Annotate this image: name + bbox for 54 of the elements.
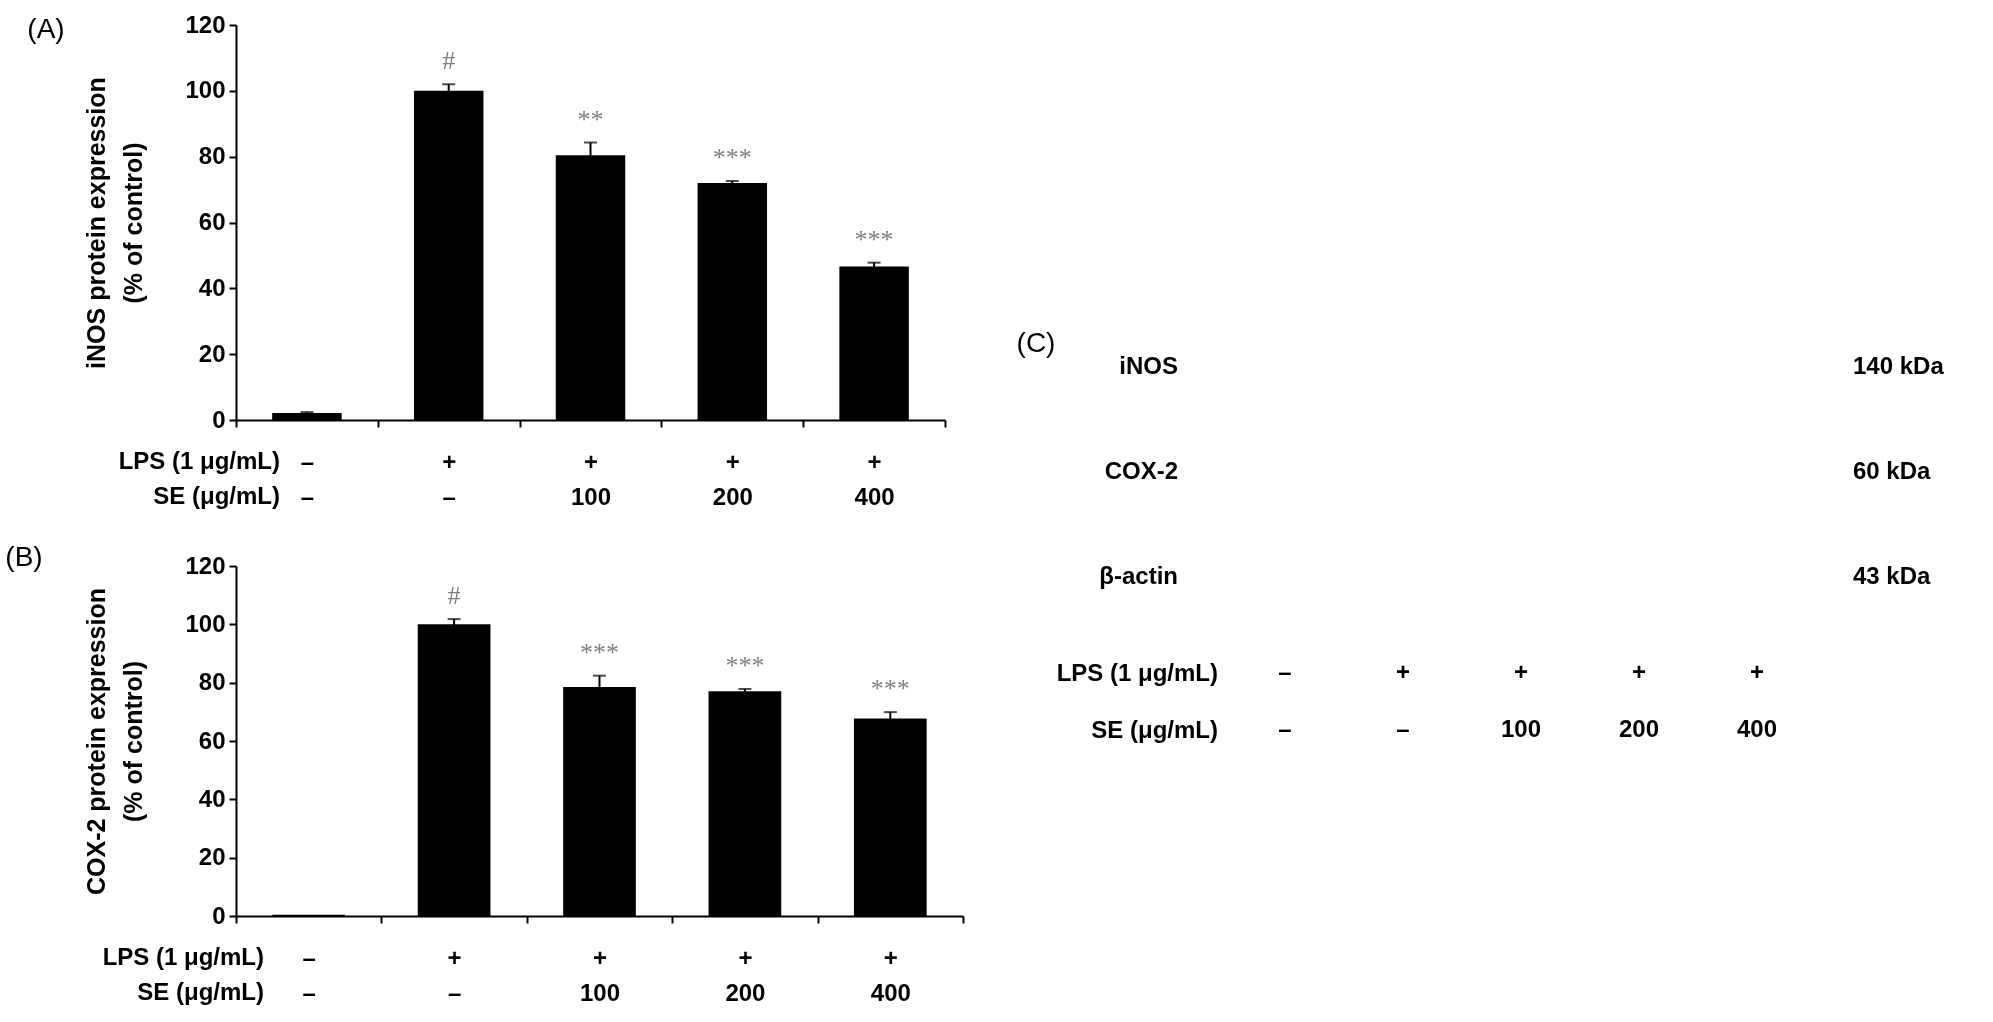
- text: (C): [1016, 327, 1056, 358]
- x-tick-label: – –: [302, 943, 316, 1006]
- x-tick-label: + 200: [725, 943, 766, 1006]
- x-tick-label: + –: [442, 447, 457, 510]
- category-label: 60 kDa: [1853, 456, 1931, 484]
- y-tick-label: 60: [198, 208, 226, 235]
- y-tick-label: 100: [185, 76, 226, 104]
- text: LPS (1 μg/mL): [102, 943, 264, 970]
- y-tick-label: 0: [212, 901, 226, 929]
- annotation: ***: [580, 637, 619, 667]
- y-tick-label: 80: [198, 142, 226, 170]
- y-tick-label: 20: [198, 843, 226, 871]
- y-tick-label: 120: [185, 551, 226, 579]
- text: LPS (1 μg/mL): [118, 447, 280, 474]
- y-tick-label: 100: [185, 609, 226, 637]
- annotation: **: [577, 104, 604, 134]
- annotation: ***: [870, 674, 910, 704]
- y-tick-label: 40: [198, 273, 226, 301]
- annotation: #: [447, 581, 461, 611]
- category-label: – –: [1278, 658, 1292, 742]
- category-label: 43 kDa: [1853, 561, 1931, 589]
- category-label: β-actin: [1099, 561, 1178, 589]
- x-tick-label: + 400: [854, 447, 895, 510]
- x-tick-label: + 100: [579, 943, 621, 1006]
- y-tick-label: 80: [198, 668, 226, 696]
- chart-title: (A): [27, 13, 65, 44]
- category-label: + 200: [1618, 658, 1660, 742]
- category-label: + 100: [1500, 658, 1542, 742]
- category-label: + –: [1395, 658, 1411, 742]
- y-tick-label: 40: [198, 784, 226, 812]
- x-tick-label: + 100: [570, 447, 612, 510]
- category-label: iNOS: [1119, 351, 1178, 379]
- annotation: #: [442, 46, 456, 76]
- category-label: 140 kDa: [1853, 351, 1944, 379]
- annotation: ***: [712, 143, 752, 173]
- chart-title: (B): [5, 541, 43, 572]
- text: LPS (1 μg/mL): [1056, 659, 1218, 686]
- x-tick-label: + 400: [870, 943, 911, 1006]
- annotation: ***: [854, 224, 894, 254]
- category-label: + 400: [1736, 658, 1778, 742]
- category-label: COX-2: [1104, 456, 1178, 484]
- text: SE (μg/mL): [137, 978, 264, 1005]
- x-tick-label: + 200: [712, 447, 753, 510]
- text: SE (μg/mL): [1091, 716, 1218, 743]
- y-tick-label: 60: [198, 726, 226, 754]
- y-tick-label: 120: [185, 10, 226, 38]
- x-tick-label: – –: [300, 447, 315, 510]
- y-tick-label: 0: [212, 405, 226, 433]
- x-tick-label: + –: [447, 943, 462, 1006]
- y-axis-title: COX-2 protein expression (% of control): [82, 587, 148, 896]
- text: SE (μg/mL): [153, 482, 280, 509]
- annotation: ***: [725, 651, 765, 681]
- y-tick-label: 20: [198, 339, 226, 367]
- y-axis-title: iNOS protein expression (% of control): [82, 77, 148, 369]
